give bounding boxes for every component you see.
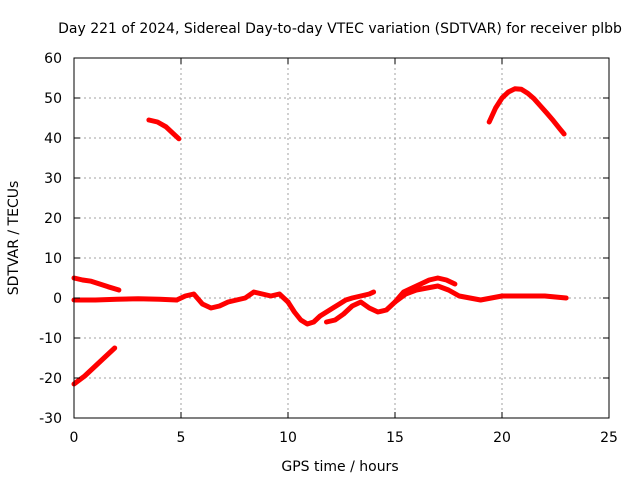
chart-title: Day 221 of 2024, Sidereal Day-to-day VTE…	[58, 21, 622, 37]
x-tick-label: 20	[493, 430, 511, 446]
series-line-2	[71, 275, 122, 293]
series-line-1	[71, 345, 118, 387]
x-tick-label: 25	[600, 430, 618, 446]
y-tick-label: 30	[44, 171, 62, 187]
tick-marks	[73, 57, 610, 419]
y-tick-label: 20	[44, 211, 62, 227]
plot-frame	[73, 57, 610, 419]
series-line-9	[486, 86, 567, 137]
data-series	[71, 86, 569, 387]
series-line-6	[285, 289, 377, 327]
x-axis-label: GPS time / hours	[281, 459, 398, 475]
x-tick-label: 5	[177, 430, 186, 446]
y-tick-label: -30	[39, 411, 62, 427]
x-tick-labels: 0 5 10 15 20 25	[70, 430, 618, 446]
y-tick-label: 10	[44, 251, 62, 267]
y-tick-label: -20	[39, 371, 62, 387]
y-tick-labels: -30 -20 -10 0 10 20 30 40 50 60	[39, 51, 62, 427]
grid	[74, 58, 609, 418]
y-tick-label: 60	[44, 51, 62, 67]
y-axis-label: SDTVAR / TECUs	[6, 181, 22, 296]
y-tick-label: 50	[44, 91, 62, 107]
x-tick-label: 0	[70, 430, 79, 446]
series-line-5	[174, 289, 291, 311]
series-line-7	[324, 275, 458, 325]
series-line-3	[146, 117, 182, 142]
series-line-8	[392, 283, 569, 305]
x-tick-label: 10	[279, 430, 297, 446]
series-line-4	[71, 296, 180, 303]
x-tick-label: 15	[386, 430, 404, 446]
y-tick-label: 40	[44, 131, 62, 147]
y-tick-label: 0	[53, 291, 62, 307]
y-tick-label: -10	[39, 331, 62, 347]
